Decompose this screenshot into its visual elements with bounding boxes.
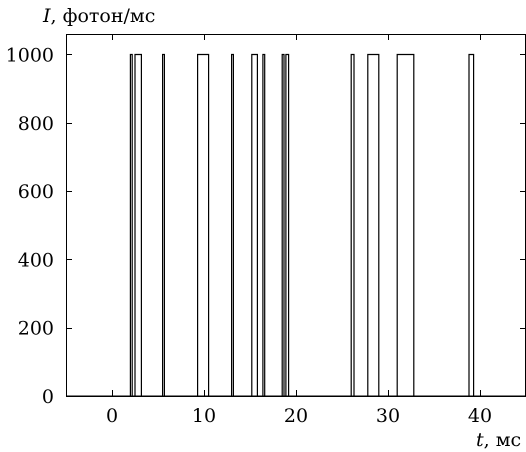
signal-pulse [396, 53, 415, 396]
x-tick-label: 20 [284, 405, 308, 427]
x-axis-unit: , мс [484, 429, 522, 451]
signal-pulse [367, 53, 380, 396]
signal-pulse [162, 53, 165, 396]
signal-pulse [251, 53, 258, 396]
x-tick-label: 10 [192, 405, 216, 427]
y-axis-title: I, фотон/мс [42, 5, 155, 27]
x-axis-symbol: t [476, 429, 484, 451]
signal-pulse [129, 53, 133, 396]
y-axis-symbol: I [42, 5, 51, 27]
signal-pulse [285, 53, 290, 396]
series-0 [66, 53, 526, 397]
y-axis-unit: , фотон/мс [51, 5, 156, 27]
x-tick-label: 40 [468, 405, 492, 427]
signal-pulse [468, 53, 475, 396]
signal-pulse [262, 53, 266, 396]
y-tick-label: 400 [18, 249, 54, 271]
signal-pulse [281, 53, 285, 396]
signal-pulse [350, 53, 355, 396]
y-tick-label: 800 [18, 113, 54, 135]
y-tick-label: 200 [18, 318, 54, 340]
x-tick-label: 30 [376, 405, 400, 427]
x-tick-label: 0 [106, 405, 118, 427]
y-tick-label: 1000 [6, 44, 54, 66]
plot-series [66, 53, 526, 397]
signal-pulse [134, 53, 142, 396]
y-tick-label: 0 [42, 386, 54, 408]
y-tick-label: 600 [18, 181, 54, 203]
signal-pulse [197, 53, 210, 396]
x-axis-title: t, мс [476, 429, 521, 451]
signal-pulse [231, 53, 234, 396]
